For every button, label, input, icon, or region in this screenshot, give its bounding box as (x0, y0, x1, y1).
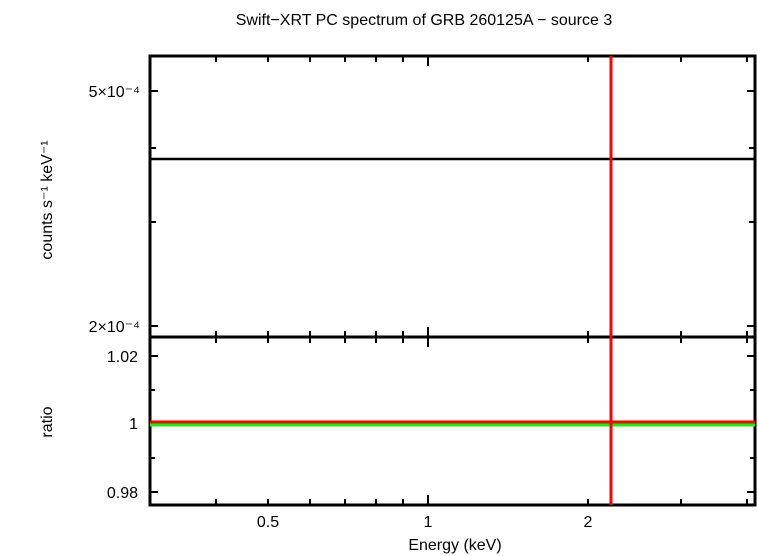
x-tick-label-0.5: 0.5 (257, 514, 279, 531)
y-tick-label-1.02: 1.02 (107, 349, 138, 366)
top-panel-y-ticks (150, 90, 755, 327)
x-tick-label-1: 1 (424, 514, 433, 531)
chart-title: Swift−XRT PC spectrum of GRB 260125A − s… (236, 12, 613, 29)
y-axis-label-counts: counts s⁻¹ keV⁻¹ (39, 140, 56, 259)
spectrum-panel: 5×10⁻⁴ 2×10⁻⁴ counts s⁻¹ keV⁻¹ (39, 54, 757, 347)
top-panel-x-ticks (215, 56, 748, 347)
y-axis-label-ratio: ratio (39, 406, 56, 437)
spectrum-panel-frame (148, 54, 757, 339)
ratio-panel-x-ticks (215, 495, 748, 505)
y-tick-label-0.98: 0.98 (107, 485, 138, 502)
ratio-panel: 1.02 1 0.98 ratio (39, 335, 757, 507)
y-tick-label-1: 1 (129, 416, 138, 433)
x-tick-label-2: 2 (584, 514, 593, 531)
y-tick-label-2e-4: 2×10⁻⁴ (89, 319, 140, 336)
x-axis-label: Energy (keV) (408, 537, 501, 554)
ratio-panel-y-ticks (150, 355, 755, 493)
y-tick-label-5e-4: 5×10⁻⁴ (89, 84, 140, 101)
